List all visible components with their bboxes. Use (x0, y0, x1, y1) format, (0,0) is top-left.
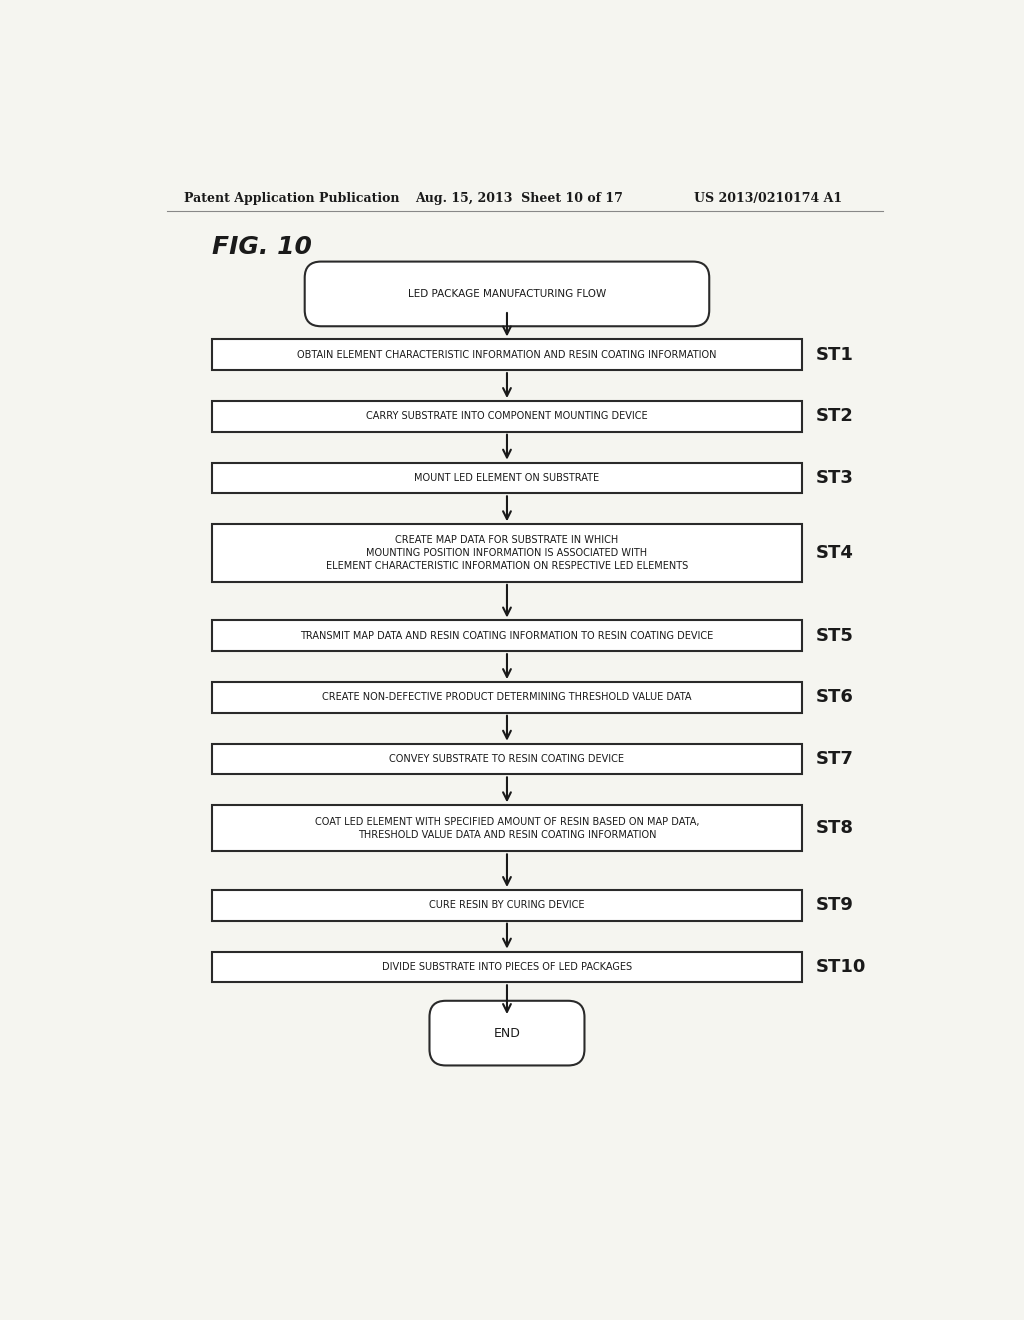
Text: ST8: ST8 (816, 820, 854, 837)
FancyBboxPatch shape (305, 261, 710, 326)
FancyBboxPatch shape (212, 620, 802, 651)
FancyBboxPatch shape (212, 952, 802, 982)
Text: ST7: ST7 (816, 750, 854, 768)
Text: OBTAIN ELEMENT CHARACTERISTIC INFORMATION AND RESIN COATING INFORMATION: OBTAIN ELEMENT CHARACTERISTIC INFORMATIO… (297, 350, 717, 360)
FancyBboxPatch shape (212, 805, 802, 851)
Text: ST9: ST9 (816, 896, 854, 915)
Text: DIVIDE SUBSTRATE INTO PIECES OF LED PACKAGES: DIVIDE SUBSTRATE INTO PIECES OF LED PACK… (382, 962, 632, 972)
Text: MOUNT LED ELEMENT ON SUBSTRATE: MOUNT LED ELEMENT ON SUBSTRATE (415, 473, 599, 483)
Text: ST6: ST6 (816, 689, 854, 706)
FancyBboxPatch shape (212, 401, 802, 432)
Text: CREATE MAP DATA FOR SUBSTRATE IN WHICH
MOUNTING POSITION INFORMATION IS ASSOCIAT: CREATE MAP DATA FOR SUBSTRATE IN WHICH M… (326, 535, 688, 572)
Text: LED PACKAGE MANUFACTURING FLOW: LED PACKAGE MANUFACTURING FLOW (408, 289, 606, 298)
Text: Patent Application Publication: Patent Application Publication (183, 191, 399, 205)
Text: COAT LED ELEMENT WITH SPECIFIED AMOUNT OF RESIN BASED ON MAP DATA,
THRESHOLD VAL: COAT LED ELEMENT WITH SPECIFIED AMOUNT O… (314, 817, 699, 840)
Text: CREATE NON-DEFECTIVE PRODUCT DETERMINING THRESHOLD VALUE DATA: CREATE NON-DEFECTIVE PRODUCT DETERMINING… (323, 693, 692, 702)
FancyBboxPatch shape (429, 1001, 585, 1065)
Text: CARRY SUBSTRATE INTO COMPONENT MOUNTING DEVICE: CARRY SUBSTRATE INTO COMPONENT MOUNTING … (367, 412, 648, 421)
Text: CURE RESIN BY CURING DEVICE: CURE RESIN BY CURING DEVICE (429, 900, 585, 911)
FancyBboxPatch shape (212, 339, 802, 370)
Text: ST1: ST1 (816, 346, 854, 364)
Text: US 2013/0210174 A1: US 2013/0210174 A1 (693, 191, 842, 205)
FancyBboxPatch shape (212, 743, 802, 775)
FancyBboxPatch shape (212, 524, 802, 582)
Text: ST4: ST4 (816, 544, 854, 562)
Text: END: END (494, 1027, 520, 1040)
Text: CONVEY SUBSTRATE TO RESIN COATING DEVICE: CONVEY SUBSTRATE TO RESIN COATING DEVICE (389, 754, 625, 764)
Text: Aug. 15, 2013  Sheet 10 of 17: Aug. 15, 2013 Sheet 10 of 17 (415, 191, 623, 205)
Text: ST2: ST2 (816, 408, 854, 425)
Text: ST3: ST3 (816, 469, 854, 487)
Text: ST10: ST10 (816, 958, 866, 975)
FancyBboxPatch shape (212, 462, 802, 494)
Text: FIG. 10: FIG. 10 (212, 235, 311, 260)
FancyBboxPatch shape (212, 682, 802, 713)
Text: TRANSMIT MAP DATA AND RESIN COATING INFORMATION TO RESIN COATING DEVICE: TRANSMIT MAP DATA AND RESIN COATING INFO… (300, 631, 714, 640)
Text: ST5: ST5 (816, 627, 854, 644)
FancyBboxPatch shape (212, 890, 802, 921)
